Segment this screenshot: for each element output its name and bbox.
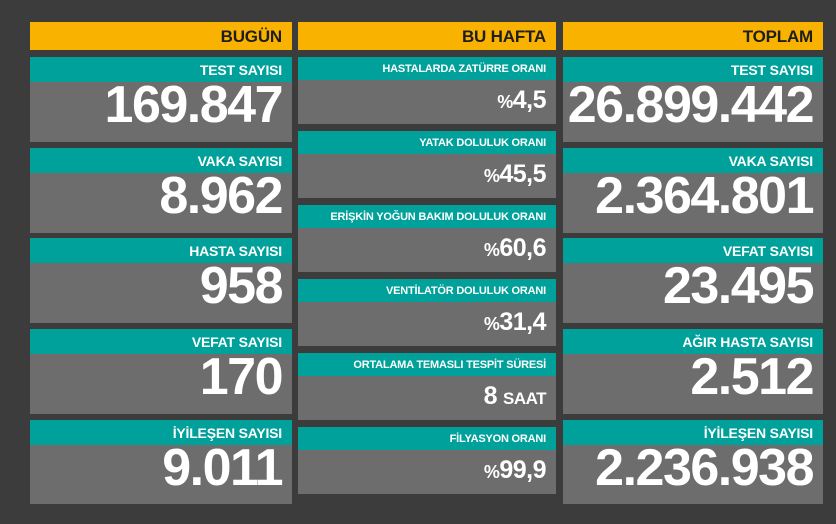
- percent-sign: %: [483, 462, 500, 482]
- card-label: HASTA SAYISI: [30, 238, 292, 263]
- card-value: 9.011: [162, 439, 283, 497]
- card-value: 169.847: [104, 76, 284, 134]
- card-value: %60,6: [298, 228, 556, 270]
- today-case-card: VAKA SAYISI 8.962: [30, 148, 292, 233]
- percent-sign: %: [497, 92, 513, 112]
- percent-sign: %: [483, 166, 500, 186]
- card-value: 8.962: [159, 167, 283, 225]
- card-value: %45,5: [298, 154, 556, 196]
- card-value: 958: [199, 257, 284, 315]
- value-number: 60,6: [499, 234, 546, 262]
- card-value: 26.899.442: [567, 76, 815, 134]
- card-label: VAKA SAYISI: [30, 148, 292, 173]
- today-column: BUGÜN TEST SAYISI 169.847 VAKA SAYISI 8.…: [30, 22, 292, 504]
- card-label: FİLYASYON ORANI: [298, 427, 556, 450]
- total-death-card: VEFAT SAYISI 23.495: [563, 238, 823, 323]
- today-death-card: VEFAT SAYISI 170: [30, 329, 292, 414]
- card-label: TEST SAYISI: [30, 57, 292, 82]
- card-label: HASTALARDA ZATÜRRE ORANI: [298, 57, 556, 80]
- card-value: 8 SAAT: [298, 376, 556, 419]
- card-value: 2.512: [690, 348, 814, 406]
- card-label: VENTİLATÖR DOLULUK ORANI: [298, 279, 556, 302]
- percent-sign: %: [483, 314, 500, 334]
- week-contact-tracing-card: ORTALAMA TEMASLI TESPİT SÜRESİ 8 SAAT: [298, 353, 556, 420]
- card-label: VEFAT SAYISI: [30, 329, 292, 354]
- week-icu-occupancy-card: ERİŞKİN YOĞUN BAKIM DOLULUK ORANI %60,6: [298, 205, 556, 272]
- value-number: 4,5: [512, 86, 547, 114]
- total-test-card: TEST SAYISI 26.899.442: [563, 57, 823, 142]
- card-label: ORTALAMA TEMASLI TESPİT SÜRESİ: [298, 353, 556, 376]
- week-header: BU HAFTA: [298, 22, 556, 50]
- week-ventilator-card: VENTİLATÖR DOLULUK ORANI %31,4: [298, 279, 556, 346]
- percent-sign: %: [483, 240, 500, 260]
- card-label: AĞIR HASTA SAYISI: [563, 329, 823, 354]
- value-number: 31,4: [499, 308, 546, 336]
- value-unit: SAAT: [502, 389, 547, 408]
- total-critical-card: AĞIR HASTA SAYISI 2.512: [563, 329, 823, 414]
- today-patient-card: HASTA SAYISI 958: [30, 238, 292, 323]
- card-value: 2.364.801: [595, 167, 814, 225]
- total-recovered-card: İYİLEŞEN SAYISI 2.236.938: [563, 420, 823, 504]
- week-filiation-card: FİLYASYON ORANI %99,9: [298, 427, 556, 494]
- card-label: ERİŞKİN YOĞUN BAKIM DOLULUK ORANI: [298, 205, 556, 228]
- week-bed-occupancy-card: YATAK DOLULUK ORANI %45,5: [298, 131, 556, 198]
- value-number: 8: [483, 382, 498, 410]
- card-value: 170: [199, 348, 284, 406]
- card-label: VEFAT SAYISI: [563, 238, 823, 263]
- card-value: %4,5: [298, 80, 556, 122]
- card-value: %31,4: [298, 302, 556, 344]
- total-column: TOPLAM TEST SAYISI 26.899.442 VAKA SAYIS…: [563, 22, 823, 504]
- week-column: BU HAFTA HASTALARDA ZATÜRRE ORANI %4,5 Y…: [298, 22, 556, 494]
- card-value: 23.495: [662, 257, 815, 315]
- card-label: İYİLEŞEN SAYISI: [30, 420, 292, 445]
- value-number: 45,5: [499, 160, 546, 188]
- week-pneumonia-card: HASTALARDA ZATÜRRE ORANI %4,5: [298, 57, 556, 124]
- today-test-card: TEST SAYISI 169.847: [30, 57, 292, 142]
- card-label: İYİLEŞEN SAYISI: [563, 420, 823, 445]
- total-header: TOPLAM: [563, 22, 823, 50]
- card-label: YATAK DOLULUK ORANI: [298, 131, 556, 154]
- today-recovered-card: İYİLEŞEN SAYISI 9.011: [30, 420, 292, 504]
- card-label: VAKA SAYISI: [563, 148, 823, 173]
- value-number: 99,9: [499, 456, 546, 484]
- card-label: TEST SAYISI: [563, 57, 823, 82]
- card-value: 2.236.938: [595, 439, 814, 497]
- card-value: %99,9: [298, 450, 556, 492]
- today-header: BUGÜN: [30, 22, 292, 50]
- total-case-card: VAKA SAYISI 2.364.801: [563, 148, 823, 233]
